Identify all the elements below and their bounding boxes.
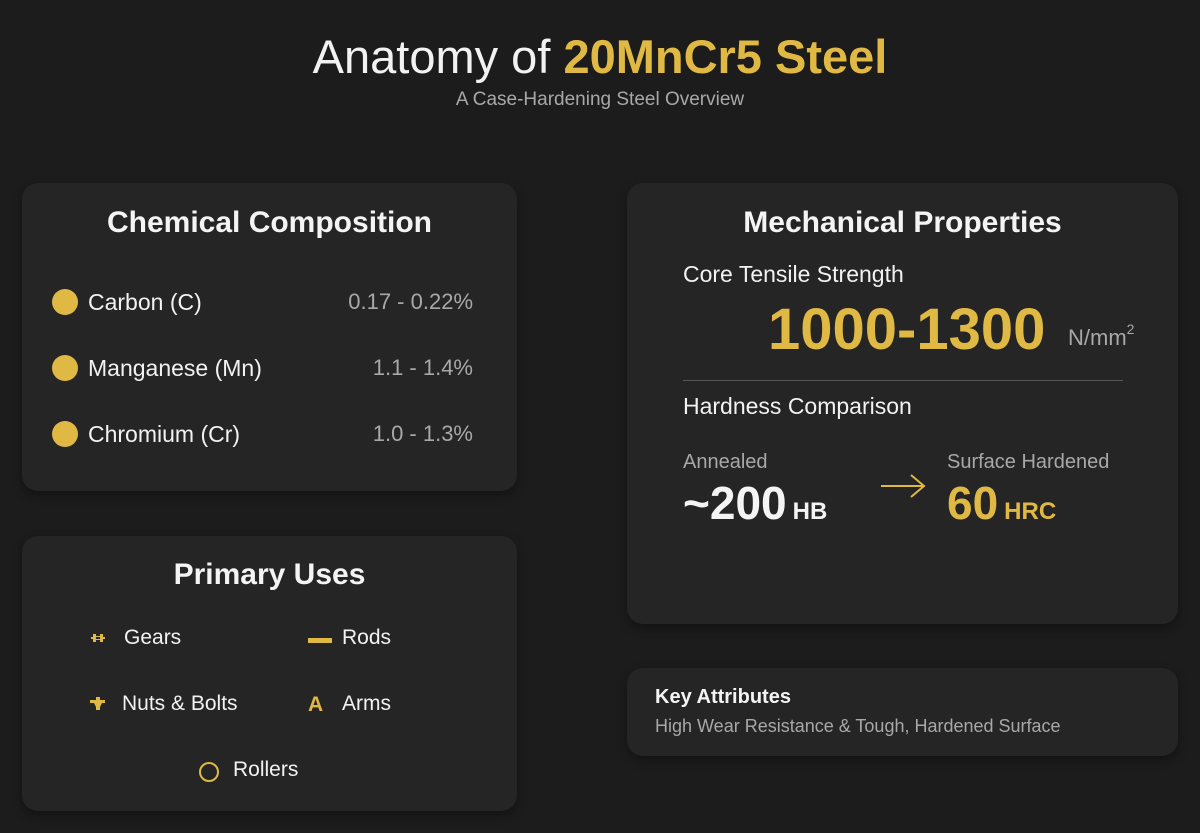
use-item-rods: Rods xyxy=(308,623,391,653)
mechanical-properties-card: Mechanical Properties Core Tensile Stren… xyxy=(627,183,1178,624)
tensile-unit: N/mm2 xyxy=(1068,321,1135,350)
element-name: Manganese (Mn) xyxy=(88,354,262,381)
filled-circle-icon xyxy=(52,355,78,381)
rod-icon xyxy=(308,634,332,643)
bolt-icon xyxy=(88,696,112,712)
use-label: Rods xyxy=(342,626,392,649)
card-title: Chemical Composition xyxy=(106,206,433,239)
element-name: Chromium (Cr) xyxy=(88,420,241,447)
surface-caption: Surface Hardened xyxy=(947,451,1110,473)
annealed-hardness: Annealed ~200 HB xyxy=(683,450,827,539)
element-range: 1.1 - 1.4% xyxy=(372,355,473,380)
use-label: Rollers xyxy=(233,758,299,781)
card-title: Mechanical Properties xyxy=(743,206,1062,239)
page-title: Anatomy of 20MnCr5 Steel xyxy=(0,28,1200,86)
element-row: Carbon (C) 0.17 - 0.22% xyxy=(52,284,473,320)
primary-uses-card: Primary Uses Gears Rods Nuts & Bolts xyxy=(22,536,517,811)
use-item-nuts-bolts: Nuts & Bolts xyxy=(88,689,238,719)
hardness-label: Hardness Comparison xyxy=(683,393,912,419)
chemical-composition-card: Chemical Composition Carbon (C) 0.17 - 0… xyxy=(22,183,517,491)
title-prefix: Anatomy of xyxy=(312,30,564,83)
use-label: Nuts & Bolts xyxy=(122,692,238,715)
gear-icon xyxy=(90,632,114,644)
tensile-label: Core Tensile Strength xyxy=(683,261,904,287)
annealed-caption: Annealed xyxy=(683,451,768,473)
annealed-value: ~200 HB xyxy=(683,477,828,529)
use-item-gears: Gears xyxy=(90,623,181,653)
filled-circle-icon xyxy=(52,421,78,447)
ring-icon xyxy=(199,758,223,782)
key-attributes-card: Key Attributes High Wear Resistance & To… xyxy=(627,668,1178,756)
page-header: Anatomy of 20MnCr5 Steel A Case-Hardenin… xyxy=(0,28,1200,111)
use-item-arms: A Arms xyxy=(308,689,391,719)
element-list: Carbon (C) 0.17 - 0.22% Manganese (Mn) 1… xyxy=(52,284,473,482)
card-title: Primary Uses xyxy=(173,558,366,591)
element-name: Carbon (C) xyxy=(88,288,202,315)
filled-circle-icon xyxy=(52,289,78,315)
divider xyxy=(683,380,1123,381)
arrow-right-icon xyxy=(881,474,926,498)
arm-icon: A xyxy=(308,692,324,716)
title-accent: 20MnCr5 Steel xyxy=(563,30,888,83)
surface-value: 60 HRC xyxy=(947,477,1057,529)
element-row: Manganese (Mn) 1.1 - 1.4% xyxy=(52,350,473,386)
use-item-rollers: Rollers xyxy=(199,755,298,785)
use-label: Gears xyxy=(124,626,182,649)
key-attributes-description: High Wear Resistance & Tough, Hardened S… xyxy=(655,716,1061,736)
key-attributes-title: Key Attributes xyxy=(655,686,791,708)
page-subtitle: A Case-Hardening Steel Overview xyxy=(455,89,745,110)
element-row: Chromium (Cr) 1.0 - 1.3% xyxy=(52,416,473,452)
element-range: 0.17 - 0.22% xyxy=(348,289,473,314)
use-label: Arms xyxy=(342,692,391,715)
tensile-value: 1000-1300 xyxy=(768,297,1046,362)
element-range: 1.0 - 1.3% xyxy=(372,421,473,446)
surface-hardness: Surface Hardened 60 HRC xyxy=(947,450,1109,539)
